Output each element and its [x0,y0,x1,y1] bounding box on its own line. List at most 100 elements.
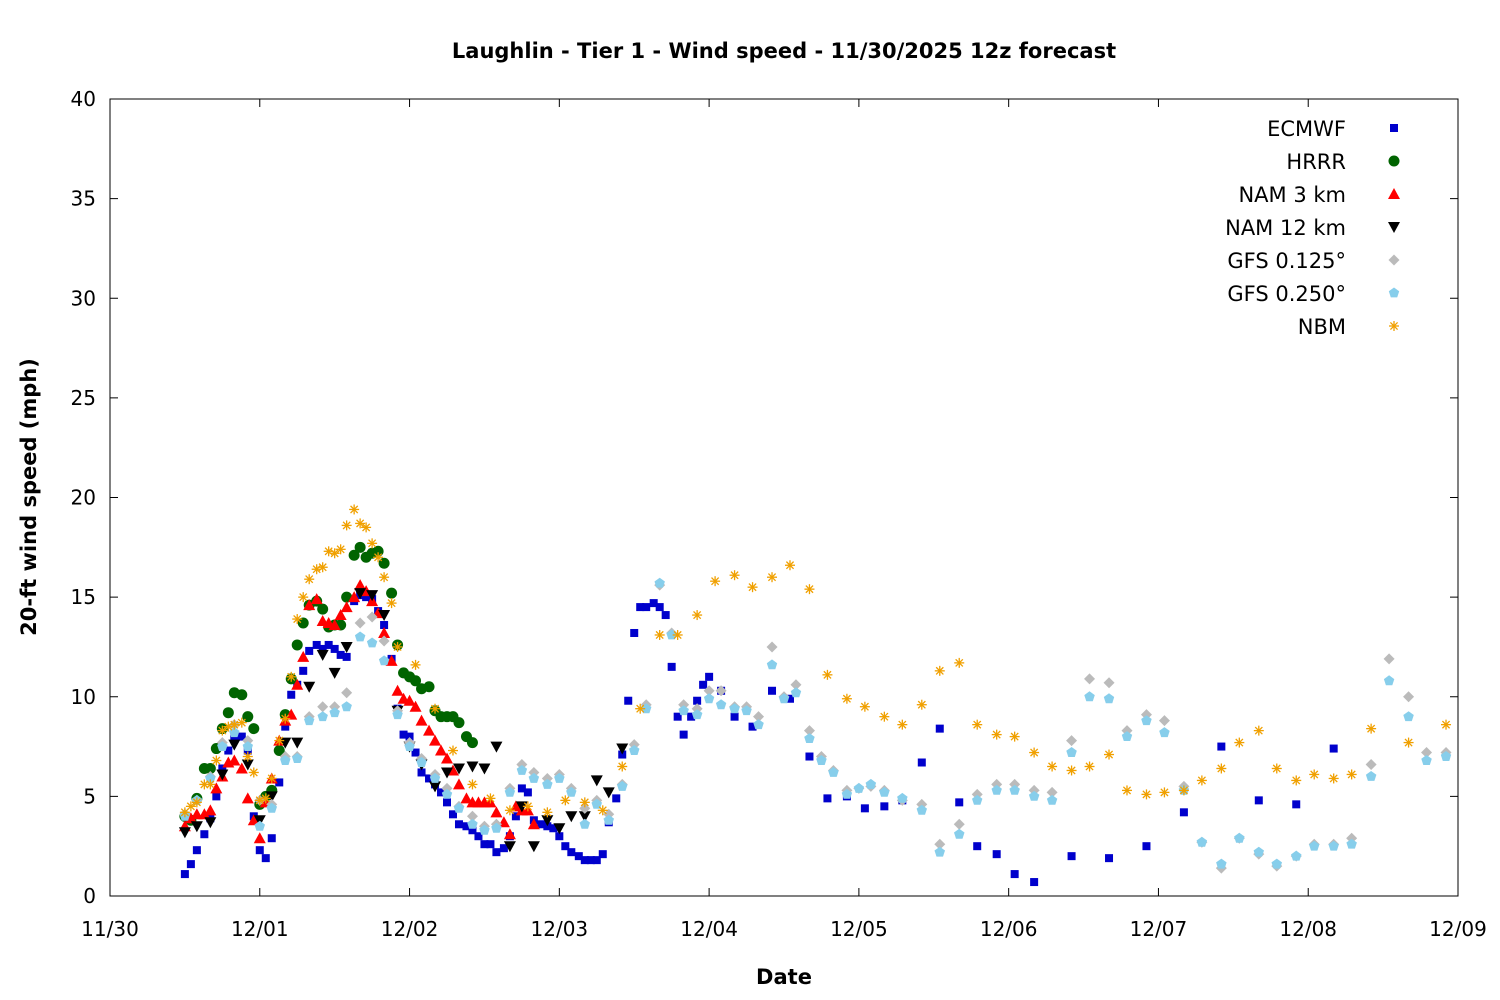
point-nbm [298,592,309,603]
x-tick-label: 12/01 [231,917,289,941]
point-ecmwf [586,856,595,865]
point-nam-12-km [541,815,554,827]
y-tick-label: 35 [71,187,96,211]
point-nam-12-km [503,841,516,853]
series-nbm [179,504,1452,818]
point-ecmwf [1292,800,1301,809]
point-ecmwf [312,640,321,649]
point-ecmwf [224,746,233,755]
point-ecmwf [336,650,345,659]
point-gfs-0-125 [366,611,378,623]
point-ecmwf [462,822,471,831]
point-nam-3-km [490,806,503,818]
point-nbm [504,805,515,816]
point-gfs-0-250 [292,753,303,763]
point-gfs-0-250 [1121,731,1133,741]
legend-marker-hrrr [1388,155,1400,167]
point-nam-12-km [602,787,615,799]
point-nbm [1328,773,1339,784]
point-ecmwf [212,792,221,801]
x-tick-label: 12/07 [1130,917,1188,941]
point-nam-3-km [415,714,428,726]
point-ecmwf [935,724,944,733]
point-nbm [1121,785,1132,796]
point-ecmwf [1142,842,1151,851]
point-nbm [897,719,908,730]
point-nbm [879,711,890,722]
point-gfs-0-250 [954,828,965,839]
point-nbm [522,801,533,812]
point-gfs-0-125 [953,818,965,830]
point-gfs-0-125 [1403,691,1415,703]
point-ecmwf [667,662,676,671]
point-ecmwf [342,652,351,661]
legend-marker-gfs-0-250 [1388,287,1400,298]
point-ecmwf [1254,796,1263,805]
point-gfs-0-125 [753,711,765,723]
point-hrrr [466,737,478,749]
point-gfs-0-250 [416,757,427,767]
point-nbm [379,572,390,583]
point-nbm [355,518,366,529]
point-ecmwf [200,830,209,839]
point-gfs-0-250 [329,707,340,718]
point-nam-12-km [190,821,203,833]
point-gfs-0-250 [778,693,790,704]
point-gfs-0-250 [217,741,228,751]
point-nbm [242,751,253,762]
point-hrrr [273,745,285,757]
point-ecmwf [492,848,501,857]
point-gfs-0-250 [266,802,277,813]
point-gfs-0-250 [1328,840,1339,851]
y-tick-label: 20 [71,486,96,510]
point-nbm [266,773,277,784]
point-nam-12-km [429,781,442,793]
point-hrrr [453,717,465,729]
point-gfs-0-125 [354,617,366,629]
point-nbm [654,629,665,640]
point-gfs-0-125 [1066,735,1078,747]
point-gfs-0-125 [803,725,815,737]
point-ecmwf [437,788,446,797]
point-ecmwf [730,712,739,721]
point-nbm [635,703,646,714]
legend-marker-gfs-0-125 [1388,254,1400,266]
point-gfs-0-250 [753,719,764,730]
y-tick-label: 40 [71,87,96,111]
point-ecmwf [405,732,414,741]
point-nbm [617,761,628,772]
point-nbm [410,659,421,670]
x-tick-label: 12/06 [980,917,1038,941]
legend-label-gfs-0-125: GFS 0.125° [1227,249,1346,273]
point-nam-12-km [204,817,217,829]
point-ecmwf [480,840,489,849]
point-gfs-0-250 [1309,840,1320,851]
point-nam-12-km [328,667,341,679]
point-hrrr [204,762,216,774]
point-nbm [767,572,778,583]
point-ecmwf [612,794,621,803]
point-nam-12-km [265,791,278,803]
point-ecmwf [748,722,757,731]
point-nam-3-km [509,800,522,812]
point-ecmwf [399,730,408,739]
point-gfs-0-250 [879,786,890,797]
point-gfs-0-250 [404,741,415,751]
point-gfs-0-250 [378,655,390,666]
point-gfs-0-250 [741,705,752,716]
point-gfs-0-250 [790,687,802,698]
point-gfs-0-250 [392,709,403,720]
point-ecmwf [768,686,777,695]
point-gfs-0-250 [1216,858,1227,869]
point-nam-3-km [435,744,448,756]
point-ecmwf [574,852,583,861]
point-ecmwf [823,794,832,803]
point-gfs-0-125 [934,838,946,850]
point-nbm [329,548,340,559]
point-nbm [260,793,271,804]
point-gfs-0-250 [691,709,703,720]
legend-label-hrrr: HRRR [1286,150,1346,174]
point-gfs-0-250 [1046,794,1058,805]
point-ecmwf [636,603,645,612]
x-tick-label: 12/04 [680,917,738,941]
